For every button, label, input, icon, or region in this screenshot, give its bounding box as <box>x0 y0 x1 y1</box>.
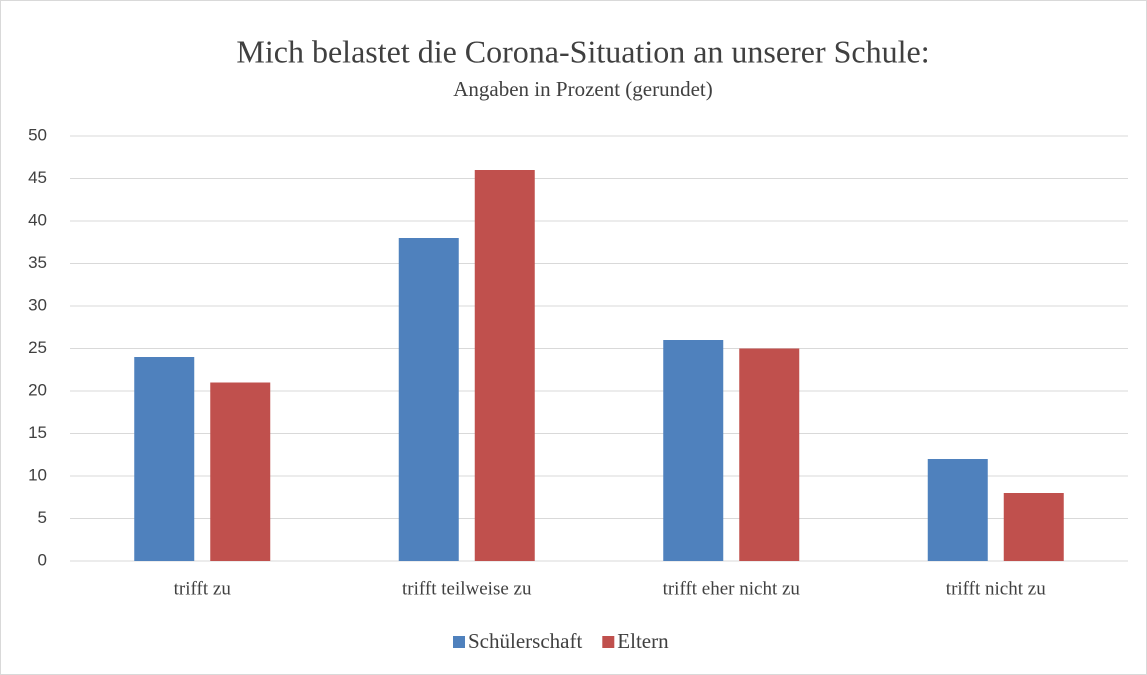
bar <box>1003 493 1064 561</box>
bar <box>739 348 800 561</box>
x-tick-label: trifft eher nicht zu <box>663 578 801 599</box>
y-tick-label: 0 <box>38 550 47 569</box>
legend-label: Eltern <box>617 629 669 653</box>
y-tick-label: 45 <box>28 168 47 187</box>
chart-title: Mich belastet die Corona-Situation an un… <box>236 33 929 69</box>
x-tick-label: trifft teilweise zu <box>402 578 532 599</box>
legend-swatch <box>453 636 465 648</box>
y-tick-label: 30 <box>28 295 47 314</box>
bar <box>663 340 724 561</box>
y-tick-label: 5 <box>38 508 47 527</box>
x-tick-label: trifft zu <box>174 578 232 599</box>
bar <box>927 459 988 561</box>
bar <box>474 170 535 561</box>
y-tick-label: 10 <box>28 465 47 484</box>
x-tick-label: trifft nicht zu <box>946 578 1046 599</box>
y-tick-label: 20 <box>28 380 47 399</box>
y-tick-label: 50 <box>28 125 47 144</box>
y-tick-label: 25 <box>28 338 47 357</box>
bar <box>134 357 195 561</box>
bar <box>210 382 271 561</box>
y-tick-label: 40 <box>28 210 47 229</box>
legend-label: Schülerschaft <box>468 629 582 653</box>
chart-subtitle: Angaben in Prozent (gerundet) <box>453 77 713 101</box>
bar <box>398 238 459 561</box>
y-tick-label: 15 <box>28 423 47 442</box>
legend-swatch <box>602 636 615 648</box>
y-tick-label: 35 <box>28 253 47 272</box>
